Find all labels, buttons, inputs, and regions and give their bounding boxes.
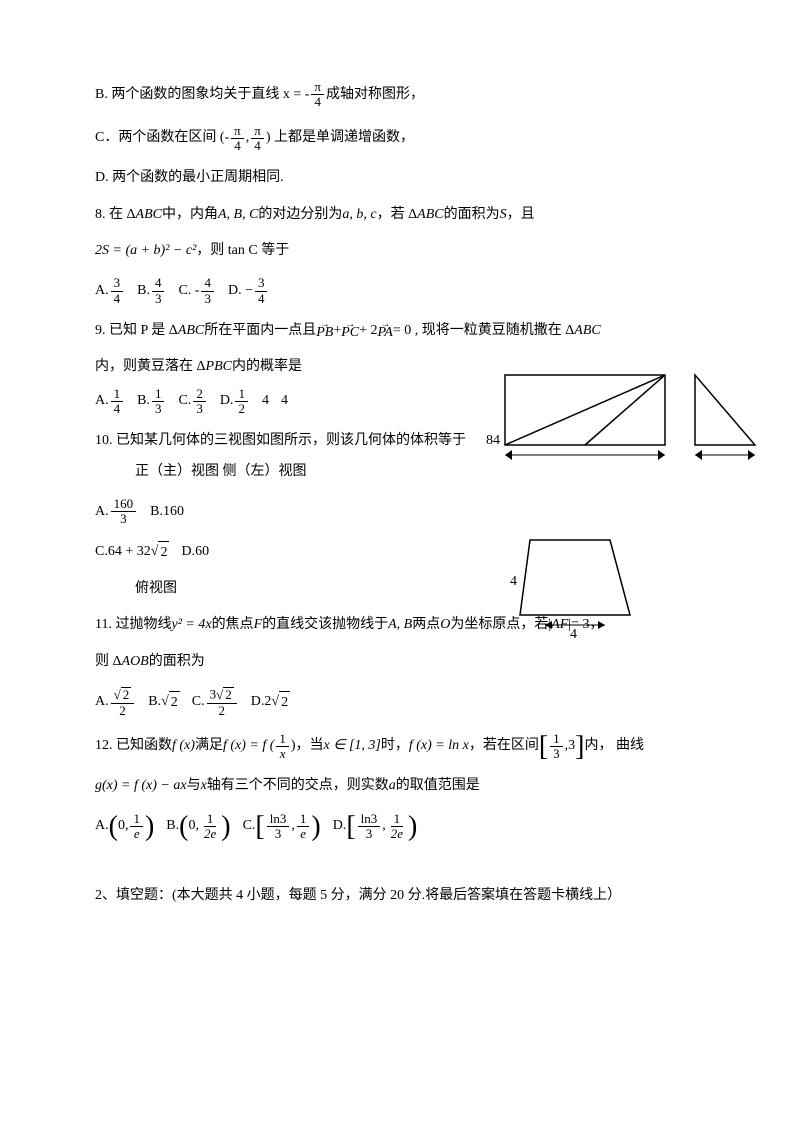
option-b: B. 两个函数的图象均关于直线 x = - π 4 成轴对称图形， — [95, 80, 705, 110]
option-c: C．两个函数在区间 (- π4 , π4 ) 上都是单调递增函数， — [95, 124, 705, 154]
option-b-frac: π 4 — [311, 80, 324, 110]
q12-options: A. (0, 1e) B. (0, 12e) C. [ln33, 1e) D. … — [95, 812, 705, 842]
q10-opt-ab: A. 1603 B. 160 — [95, 497, 705, 527]
option-b-prefix: B. 两个函数的图象均关于直线 x = - — [95, 84, 309, 106]
q8-line2: 2S = (a + b)² − c² ，则 tan C 等于 — [95, 240, 705, 262]
q12-line1: 12. 已知函数 f (x) 满足 f (x) = f ( 1x ) ，当 x … — [95, 732, 705, 762]
top-view-diagram: 4 4 — [500, 530, 650, 648]
q12-line2: g(x) = f (x) − ax 与x 轴有三个不同的交点，则实数 a 的取值… — [95, 775, 705, 797]
q11-options: A. √22 B. √2 C. 3√22 D. 2√2 — [95, 687, 705, 718]
q8-options: A. 34 B. 43 C. -43 D. −34 — [95, 276, 705, 306]
svg-text:4: 4 — [570, 627, 577, 640]
q9-line1: 9. 已知 P 是 ΔABC 所在平面内一点且 →PB + →PC + 2 →P… — [95, 320, 705, 342]
section-2-header: 2、填空题：(本大题共 4 小题，每题 5 分，满分 20 分.将最后答案填在答… — [95, 885, 705, 907]
option-d: D. 两个函数的最小正周期相同. — [95, 167, 705, 189]
q8-line1: 8. 在 ΔABC 中，内角 A, B, C 的对边分别为 a, b, c ，若… — [95, 204, 705, 226]
option-b-suffix: 成轴对称图形， — [326, 84, 424, 106]
three-view-diagrams — [500, 370, 760, 473]
svg-text:4: 4 — [510, 574, 517, 589]
q11-line2: 则 ΔAOB 的面积为 — [95, 651, 705, 673]
